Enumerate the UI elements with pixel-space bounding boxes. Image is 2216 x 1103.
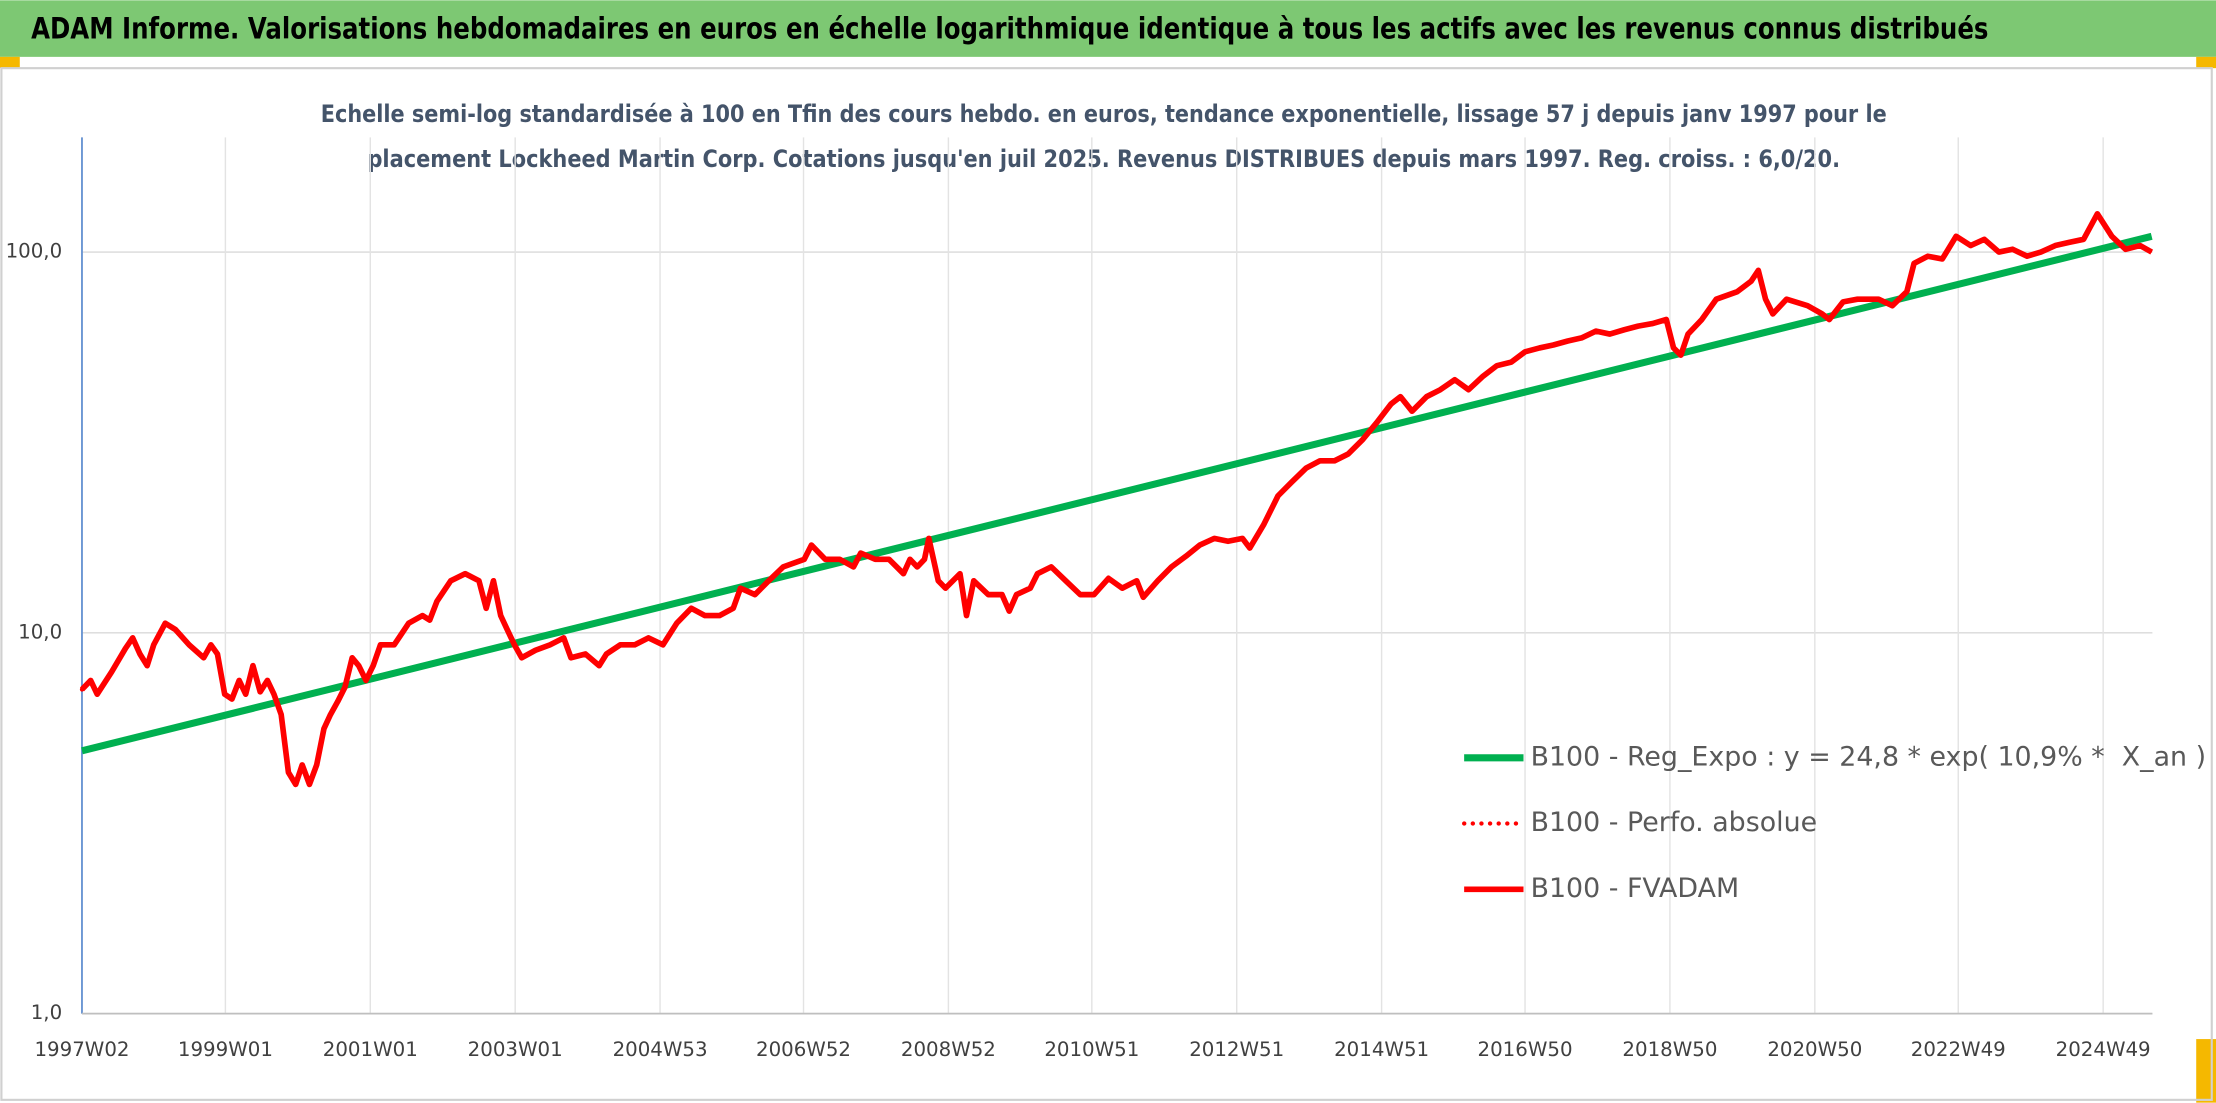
x-tick-label: 2006W52 (756, 1038, 851, 1061)
corner-mark (0, 56, 20, 69)
x-tick-label: 2022W49 (1911, 1038, 2006, 1061)
series-line (79, 211, 2154, 788)
x-tick-label: 2001W01 (323, 1038, 418, 1061)
chart-frame (0, 67, 2213, 1101)
x-tick-label: 2024W49 (2056, 1038, 2151, 1061)
x-tick-label: 2014W51 (1334, 1038, 1429, 1061)
y-tick-label: 100,0 (6, 240, 63, 263)
chart-subtitle: placement Lockheed Martin Corp. Cotation… (367, 145, 1840, 173)
x-tick-label: 2010W51 (1044, 1038, 1139, 1061)
legend-label: B100 - Perfo. absolue (1531, 807, 1818, 838)
x-tick-label: 2004W53 (613, 1038, 708, 1061)
corner-mark (2196, 56, 2216, 69)
x-tick-label: 2020W50 (1767, 1038, 1862, 1061)
y-tick-label: 10,0 (18, 620, 62, 643)
chart-title: ADAM Informe. Valorisations hebdomadaire… (31, 11, 1988, 46)
chart-subtitle: Echelle semi-log standardisée à 100 en T… (321, 100, 1887, 128)
x-tick-label: 2003W01 (468, 1038, 563, 1061)
plot-area: 1,0 10,0 100,0 1997W02 1999W01 2001W01 2003W01… (6, 137, 2207, 1061)
legend-label: B100 - Reg_Expo : y = 24,8 * exp( 10,9% … (1531, 741, 2207, 772)
y-tick-label: 1,0 (31, 1001, 62, 1024)
x-tick-label: 1999W01 (178, 1038, 273, 1061)
x-tick-label: 2018W50 (1622, 1038, 1717, 1061)
legend-label: B100 - FVADAM (1531, 873, 1740, 904)
x-tick-label: 1997W02 (34, 1038, 129, 1061)
title-bar (0, 0, 2216, 57)
x-tick-label: 2008W52 (901, 1038, 996, 1061)
x-tick-label: 2016W50 (1478, 1038, 1573, 1061)
corner-mark (2196, 1039, 2216, 1103)
series-line (81, 232, 2153, 755)
x-tick-label: 2012W51 (1189, 1038, 1284, 1061)
